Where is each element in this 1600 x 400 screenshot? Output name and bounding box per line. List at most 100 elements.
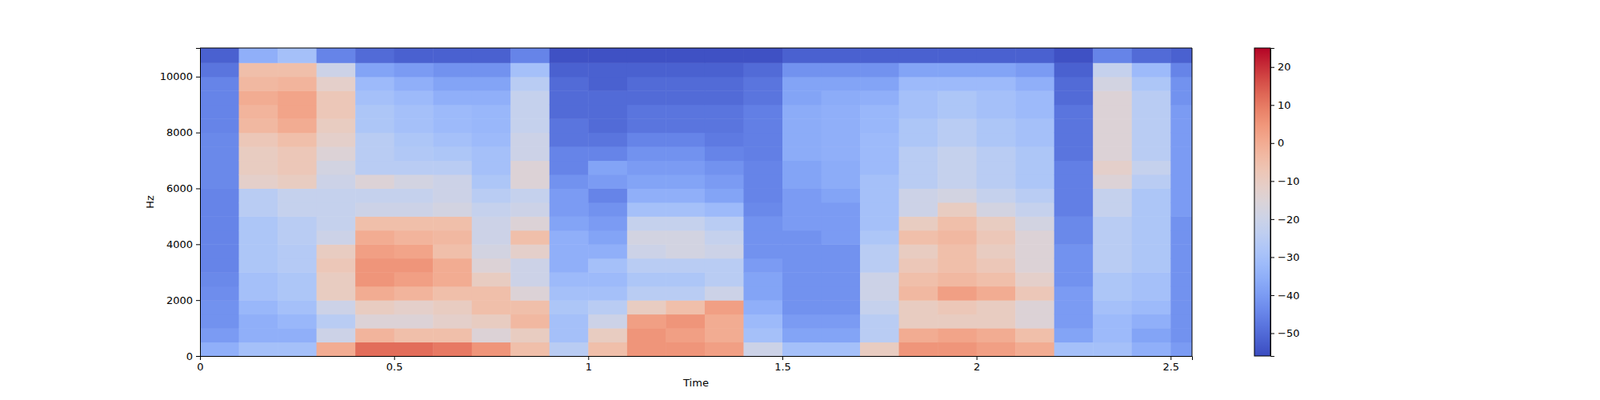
cell [239, 146, 279, 161]
cell [316, 62, 356, 77]
cell [549, 286, 589, 301]
cell [432, 174, 472, 189]
cell [432, 216, 472, 231]
cell [743, 314, 783, 329]
cell [1170, 48, 1192, 64]
cell [743, 258, 783, 273]
cell [1132, 132, 1172, 148]
cell [860, 244, 900, 259]
axis: −50−40−30−20−1001020 [1270, 48, 1300, 357]
cell [1092, 258, 1132, 273]
x-axis-title: Time [682, 376, 709, 389]
cell [277, 244, 317, 259]
tick-mark [782, 356, 784, 360]
cell [627, 104, 667, 120]
cell [316, 48, 356, 64]
cell [665, 230, 705, 245]
cell [510, 342, 550, 356]
cell [937, 258, 977, 273]
cell [976, 300, 1016, 315]
cell [782, 104, 822, 120]
cell [510, 328, 550, 343]
cell [937, 272, 977, 287]
tick-mark [196, 132, 200, 134]
cell [1132, 272, 1172, 287]
cell [1054, 146, 1094, 161]
cell [1170, 272, 1192, 287]
cell [860, 286, 900, 301]
cell [704, 314, 744, 329]
cell [355, 258, 395, 273]
cell [743, 118, 783, 133]
axis-line [200, 356, 1193, 361]
cell [937, 328, 977, 343]
cell [510, 62, 550, 77]
cell [549, 188, 589, 203]
cell [239, 160, 279, 176]
cell [355, 160, 395, 176]
cell [704, 90, 744, 105]
cell [510, 76, 550, 92]
cell [743, 132, 783, 148]
cell [782, 230, 822, 245]
cell [937, 174, 977, 189]
tick: 0 [186, 350, 200, 363]
chart: 00.511.522.50200040006000800010000TimeHz… [0, 0, 1600, 400]
cell [899, 272, 939, 287]
cell [239, 342, 279, 356]
cell [316, 342, 356, 356]
cell [200, 62, 240, 77]
cell [976, 146, 1016, 161]
tick-label: 2.5 [1162, 360, 1180, 373]
cell [1092, 272, 1132, 287]
cell [899, 258, 939, 273]
cell [665, 202, 705, 217]
cell [1132, 286, 1172, 301]
cell [821, 174, 861, 189]
cell [549, 300, 589, 315]
cell [899, 328, 939, 343]
cell [821, 272, 861, 287]
cell [976, 62, 1016, 77]
cell [976, 314, 1016, 329]
cell [627, 202, 667, 217]
cell [432, 132, 472, 148]
tick-mark [1270, 104, 1275, 106]
cell [355, 244, 395, 259]
tick-mark [1270, 67, 1275, 68]
cell [277, 146, 317, 161]
cell [937, 62, 977, 77]
cell [355, 76, 395, 92]
cell [432, 244, 472, 259]
cell [899, 230, 939, 245]
cell [1015, 286, 1055, 301]
tick-mark [1270, 180, 1275, 182]
cell [1015, 62, 1055, 77]
cell [937, 286, 977, 301]
cell [1054, 328, 1094, 343]
cell [394, 188, 434, 203]
cell [976, 258, 1016, 273]
cell [937, 76, 977, 92]
cell [549, 160, 589, 176]
cell [394, 174, 434, 189]
cell [1054, 258, 1094, 273]
cell [665, 48, 705, 64]
cell [1170, 132, 1192, 148]
cell [277, 188, 317, 203]
tick-mark [196, 300, 200, 301]
cell [1132, 258, 1172, 273]
cell [1054, 90, 1094, 105]
cell [394, 258, 434, 273]
tick-label: 2 [973, 360, 980, 373]
cell [432, 230, 472, 245]
cell [937, 216, 977, 231]
tick-mark [1270, 332, 1275, 334]
cell [821, 146, 861, 161]
cell [510, 258, 550, 273]
cell [937, 132, 977, 148]
cell [588, 76, 628, 92]
cell [394, 62, 434, 77]
cell [472, 202, 512, 217]
cell [704, 104, 744, 120]
